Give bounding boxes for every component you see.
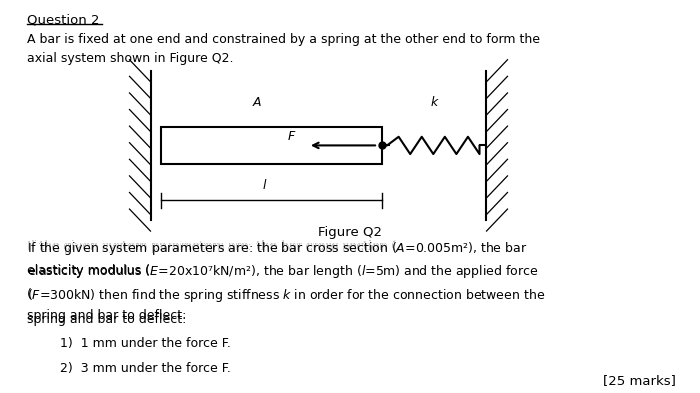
Text: 2)  3 mm under the force F.: 2) 3 mm under the force F. xyxy=(60,362,230,375)
Text: 1)  1 mm under the force F.: 1) 1 mm under the force F. xyxy=(60,337,230,350)
Text: elasticity modulus (: elasticity modulus ( xyxy=(27,264,150,277)
Text: If the given system parameters are: the bar cross section (: If the given system parameters are: the … xyxy=(27,240,396,253)
Text: Figure Q2: Figure Q2 xyxy=(318,226,382,239)
Text: A: A xyxy=(253,96,262,109)
Text: l: l xyxy=(262,179,266,192)
Text: k: k xyxy=(430,96,438,109)
Text: (: ( xyxy=(27,288,31,301)
Text: F: F xyxy=(288,130,295,143)
Text: spring and bar to deflect:: spring and bar to deflect: xyxy=(27,313,186,326)
Bar xyxy=(161,127,382,164)
Text: Question 2: Question 2 xyxy=(27,14,99,27)
Text: If the given system parameters are: the bar cross section (A=0.005m²), the bar: If the given system parameters are: the … xyxy=(27,240,526,253)
Text: If the given system parameters are: the bar cross section ($A$=0.005m²), the bar: If the given system parameters are: the … xyxy=(27,240,545,322)
Text: [25 marks]: [25 marks] xyxy=(603,374,676,387)
Text: A bar is fixed at one end and constrained by a spring at the other end to form t: A bar is fixed at one end and constraine… xyxy=(27,33,540,65)
